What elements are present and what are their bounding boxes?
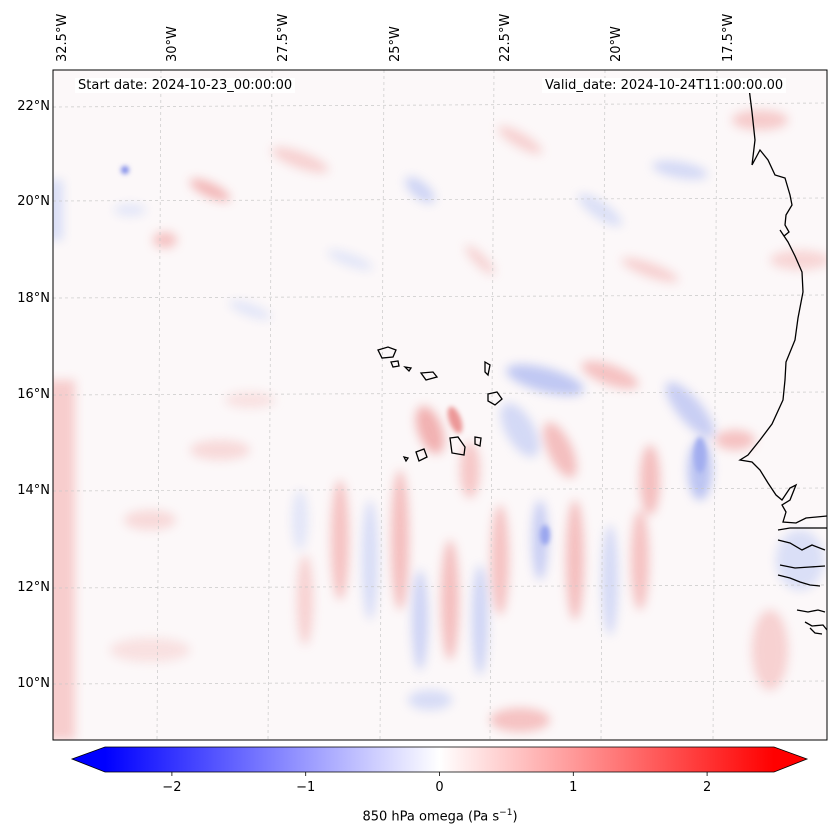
colorbar-label-superscript: −1 [499, 808, 513, 818]
lat-label-22n: 22°N [17, 99, 50, 114]
lat-label-14n: 14°N [17, 483, 50, 498]
graticule [53, 70, 827, 740]
colorbar [70, 746, 809, 776]
colorbar-gradient [105, 747, 774, 772]
colorbar-ticks [171, 772, 708, 776]
colorbar-extend-max [774, 747, 807, 772]
colorbar-label-prefix: 850 hPa omega (Pa s [362, 809, 500, 825]
cabo-verde-islands [377, 346, 503, 463]
colorbar-tick-label: 0 [435, 780, 444, 795]
colorbar-tick-label: −1 [296, 780, 316, 795]
colorbar-tick-label: −2 [162, 780, 182, 795]
colorbar-label-suffix: ) [512, 809, 518, 825]
lat-label-20n: 20°N [17, 194, 50, 209]
omega-field [53, 70, 827, 740]
lat-label-12n: 12°N [17, 580, 50, 595]
map-frame [52, 69, 828, 741]
colorbar-label: 850 hPa omega (Pa s−1) [362, 808, 517, 824]
colorbar-tick-label: 2 [702, 780, 712, 795]
lat-label-16n: 16°N [17, 387, 50, 402]
lat-label-18n: 18°N [17, 291, 50, 306]
colorbar-extend-min [72, 747, 105, 772]
lat-label-10n: 10°N [17, 676, 50, 691]
africa-coastline [738, 79, 827, 635]
valid-date-label: Valid_date: 2024-10-24T11:00:00.00 [542, 78, 787, 93]
colorbar-outline [70, 746, 809, 773]
colorbar-tick-label: 1 [569, 780, 578, 795]
start-date-label: Start date: 2024-10-23_00:00:00 [75, 78, 296, 93]
